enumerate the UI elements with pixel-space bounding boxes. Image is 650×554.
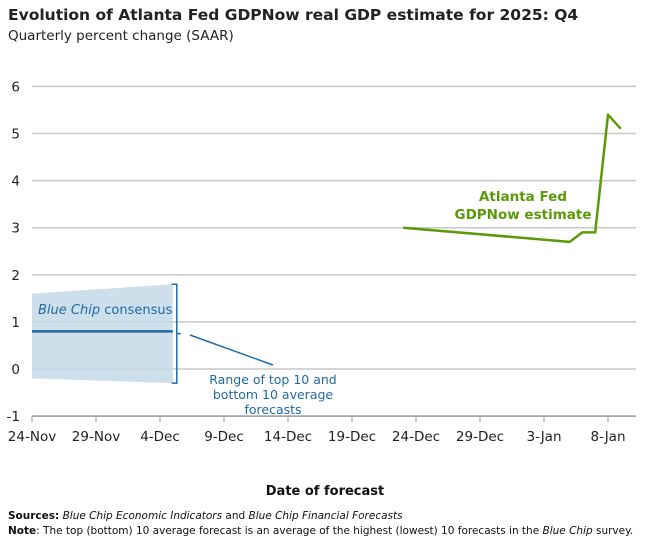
gdpnow-line	[403, 113, 622, 244]
x-tick-label: 3-Jan	[526, 429, 561, 445]
note-end: survey.	[592, 525, 634, 537]
plot-area: -1 0 1 2 3 4 5 6 24-Nov 29-Nov 4-Dec 9-Dec 14-Dec 19-…	[7, 79, 636, 445]
y-tick-label: 4	[11, 174, 20, 190]
range-label: Range of top 10 and	[209, 372, 336, 387]
note-line: Note: The top (bottom) 10 average foreca…	[8, 524, 633, 539]
y-tick-label: 2	[11, 268, 20, 284]
y-tick-label: 6	[11, 79, 20, 95]
forecast-range-band	[32, 284, 173, 384]
note-text: : The top (bottom) 10 average forecast i…	[36, 525, 543, 537]
x-axis-title: Date of forecast	[265, 484, 385, 499]
sources-line: Sources: Blue Chip Economic Indicators a…	[8, 509, 633, 524]
gdpnow-label: GDPNow estimate	[455, 207, 592, 223]
y-tick-label: 3	[11, 221, 20, 237]
source-2: Blue Chip Financial Forecasts	[248, 510, 403, 522]
chart-title: Evolution of Atlanta Fed GDPNow real GDP…	[8, 6, 579, 24]
sources-and: and	[222, 510, 249, 522]
y-tick-label: 5	[11, 127, 20, 143]
y-tick-label: -1	[7, 409, 20, 425]
x-tick-label: 4-Dec	[140, 429, 180, 445]
gdpnow-label: Atlanta Fed	[479, 189, 567, 205]
note-italic: Blue Chip	[542, 525, 593, 537]
x-tick-label: 29-Nov	[72, 429, 120, 445]
sources-label: Sources:	[8, 510, 60, 522]
chart-subtitle: Quarterly percent change (SAAR)	[8, 28, 234, 44]
bluechip-label: Blue Chip consensus	[38, 303, 173, 318]
x-tick-label: 29-Dec	[456, 429, 504, 445]
footnotes: Sources: Blue Chip Economic Indicators a…	[8, 509, 633, 539]
x-tick-label: 24-Dec	[392, 429, 440, 445]
x-tick-label: 8-Jan	[590, 429, 625, 445]
range-label: bottom 10 average	[213, 387, 334, 402]
x-tick-label: 14-Dec	[264, 429, 312, 445]
x-tick-label: 9-Dec	[204, 429, 244, 445]
range-leader-line	[189, 334, 274, 366]
source-1: Blue Chip Economic Indicators	[62, 510, 223, 522]
note-label: Note	[8, 525, 37, 537]
range-label: forecasts	[244, 402, 301, 417]
range-bracket	[171, 283, 181, 384]
y-tick-label: 0	[11, 362, 20, 378]
x-tick-label: 24-Nov	[8, 429, 56, 445]
y-tick-label: 1	[11, 315, 20, 331]
x-tick-label: 19-Dec	[328, 429, 376, 445]
